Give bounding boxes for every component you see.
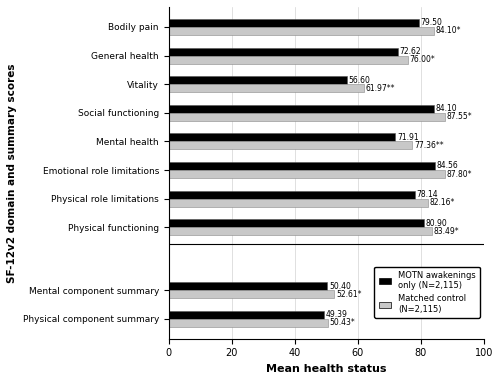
- Text: 61.97**: 61.97**: [366, 84, 395, 93]
- Legend: MOTN awakenings
only (N=2,115), Matched control
(N=2,115): MOTN awakenings only (N=2,115), Matched …: [374, 267, 480, 318]
- Text: 50.40: 50.40: [329, 282, 351, 291]
- Bar: [168, 48, 398, 56]
- Bar: [168, 162, 435, 170]
- Text: 87.55*: 87.55*: [446, 112, 472, 121]
- Bar: [168, 282, 328, 290]
- Text: 83.49*: 83.49*: [434, 227, 459, 236]
- Text: 49.39: 49.39: [326, 310, 348, 319]
- Bar: [168, 141, 412, 149]
- Text: 84.10: 84.10: [436, 104, 457, 113]
- Bar: [168, 113, 444, 121]
- Bar: [168, 84, 364, 92]
- Text: 52.61*: 52.61*: [336, 290, 361, 299]
- Text: 71.91: 71.91: [397, 133, 418, 142]
- Text: 72.62: 72.62: [399, 47, 420, 56]
- Bar: [168, 311, 324, 319]
- Text: 78.14: 78.14: [416, 190, 438, 199]
- Text: 77.36**: 77.36**: [414, 141, 444, 150]
- Text: 87.80*: 87.80*: [447, 170, 472, 179]
- Bar: [168, 199, 428, 207]
- Y-axis label: SF-12v2 domain and summary scores: SF-12v2 domain and summary scores: [7, 63, 17, 283]
- Text: 80.90: 80.90: [425, 219, 447, 228]
- Bar: [168, 105, 434, 113]
- Bar: [168, 227, 432, 235]
- X-axis label: Mean health status: Mean health status: [266, 364, 386, 374]
- Text: 56.60: 56.60: [348, 76, 370, 85]
- Text: 79.50: 79.50: [421, 18, 442, 27]
- Text: 76.00*: 76.00*: [410, 55, 436, 64]
- Bar: [168, 27, 434, 35]
- Bar: [168, 133, 396, 141]
- Text: 84.10*: 84.10*: [436, 26, 461, 35]
- Bar: [168, 319, 328, 327]
- Bar: [168, 170, 446, 178]
- Text: 82.16*: 82.16*: [429, 198, 454, 207]
- Bar: [168, 190, 415, 199]
- Text: 50.43*: 50.43*: [329, 318, 355, 327]
- Bar: [168, 219, 424, 227]
- Bar: [168, 76, 347, 84]
- Bar: [168, 19, 419, 27]
- Bar: [168, 56, 408, 64]
- Text: 84.56: 84.56: [437, 162, 458, 170]
- Bar: [168, 290, 334, 298]
